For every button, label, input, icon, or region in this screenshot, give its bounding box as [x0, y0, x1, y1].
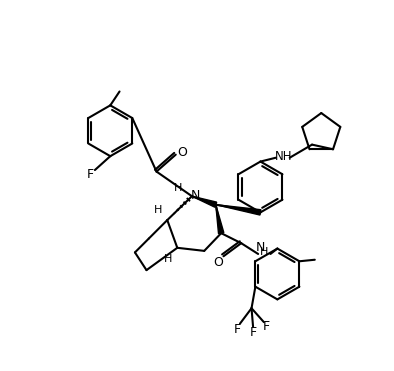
Text: H: H	[260, 247, 268, 257]
Text: O: O	[213, 256, 223, 269]
Text: F: F	[249, 326, 256, 339]
Text: H: H	[174, 183, 182, 193]
Text: F: F	[234, 322, 241, 335]
Text: N: N	[256, 240, 265, 253]
Polygon shape	[192, 196, 217, 207]
Polygon shape	[216, 205, 261, 215]
Text: O: O	[177, 146, 187, 159]
Text: NH: NH	[275, 150, 292, 162]
Text: H: H	[164, 254, 172, 263]
Text: F: F	[87, 168, 94, 181]
Text: F: F	[262, 320, 270, 333]
Text: H: H	[154, 205, 162, 215]
Polygon shape	[216, 205, 224, 234]
Text: N: N	[191, 189, 201, 202]
